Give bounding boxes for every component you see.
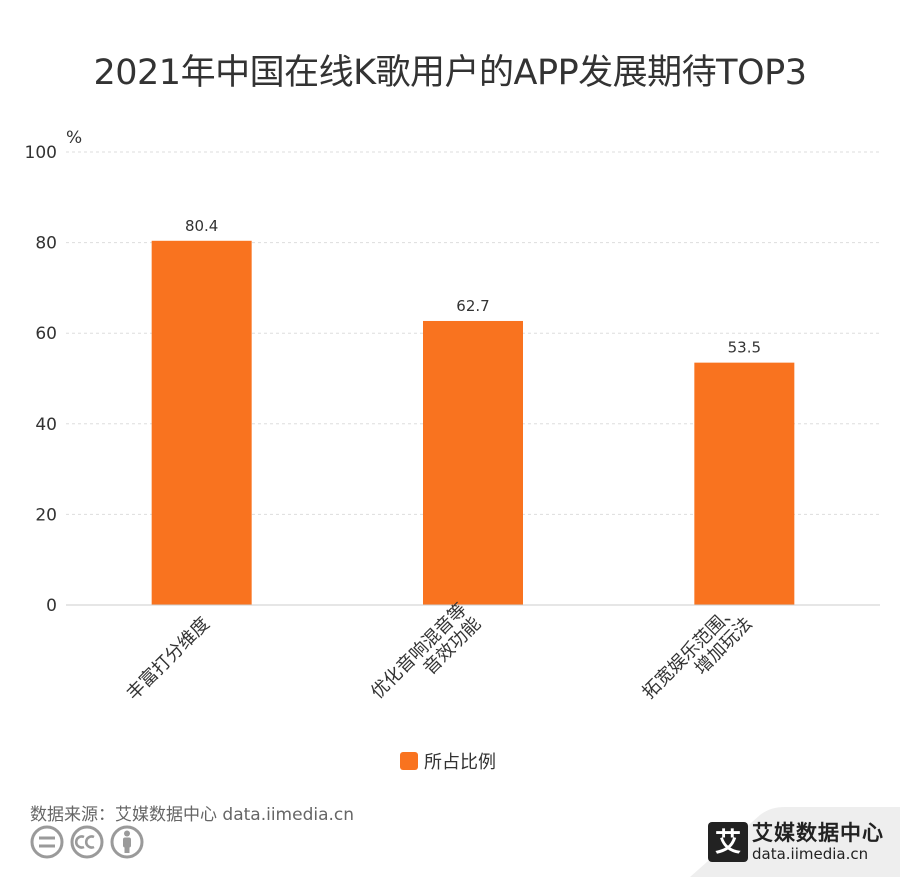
data-label: 53.5	[728, 339, 761, 357]
y-axis-ticks: 0 20 40 60 80 100	[25, 143, 57, 616]
bar	[423, 320, 523, 605]
bar	[151, 240, 252, 605]
brand-url: data.iimedia.cn	[752, 845, 869, 863]
svg-text:艾: 艾	[715, 828, 741, 858]
y-tick-label: 100	[25, 143, 57, 163]
x-tick-label: 拓宽娱乐范围、增加玩法	[638, 599, 756, 703]
y-tick-label: 0	[46, 596, 57, 616]
y-tick-label: 40	[35, 415, 57, 435]
legend-swatch	[400, 752, 418, 770]
y-tick-label: 80	[35, 234, 57, 254]
bars: 80.4 62.7 53.5	[151, 217, 795, 605]
legend: 所占比例	[400, 750, 496, 773]
x-tick-label: 丰富打分维度	[123, 613, 214, 704]
legend-label: 所占比例	[424, 752, 496, 773]
bar	[694, 362, 795, 605]
license-icons	[30, 825, 144, 859]
cc-icon	[70, 825, 104, 859]
data-label: 62.7	[456, 297, 489, 315]
brand-logo-icon: 艾	[708, 822, 748, 862]
chart-title: 2021年中国在线K歌用户的APP发展期待TOP3	[93, 53, 807, 93]
brand-badge: 艾 艾媒数据中心 data.iimedia.cn	[690, 807, 900, 877]
y-tick-label: 60	[35, 324, 57, 344]
data-source: 数据来源：艾媒数据中心 data.iimedia.cn	[30, 805, 355, 825]
y-axis-unit: %	[66, 128, 82, 148]
x-tick-label-line: 丰富打分维度	[123, 613, 214, 704]
data-label: 80.4	[185, 217, 218, 235]
person-icon	[110, 825, 144, 859]
equal-icon	[30, 825, 64, 859]
brand-name: 艾媒数据中心	[752, 821, 884, 845]
y-tick-label: 20	[35, 505, 57, 525]
